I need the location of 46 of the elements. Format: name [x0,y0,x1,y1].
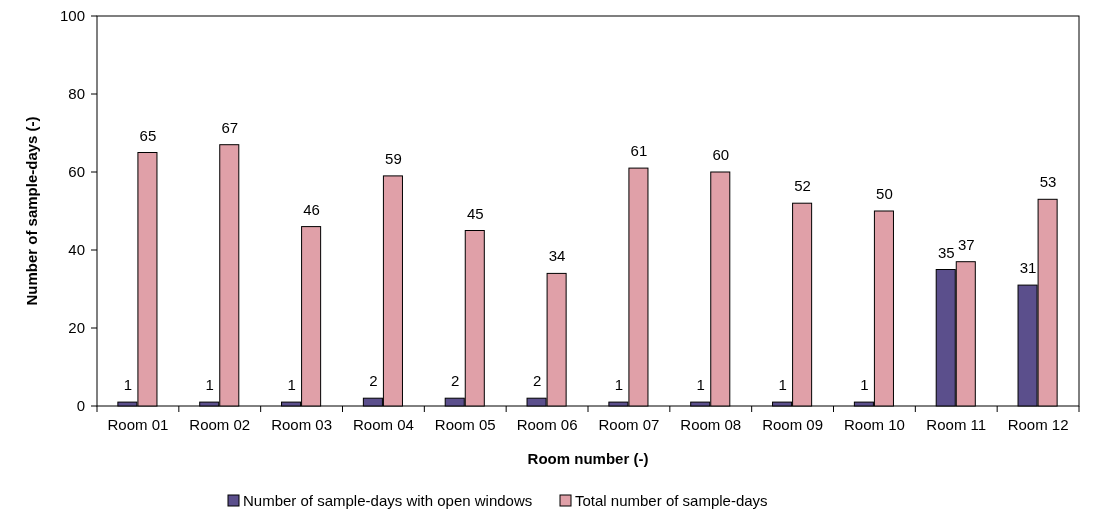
data-label: 31 [1019,259,1037,277]
x-tick-label: Room 07 [598,416,660,433]
legend-label: Total number of sample-days [575,492,768,509]
data-label: 1 [205,376,214,394]
x-tick-label: Room 06 [516,416,578,433]
data-label: 35 [937,243,955,261]
data-label: 1 [123,376,133,394]
data-label: 1 [614,376,624,394]
data-label: 2 [369,372,378,390]
y-axis-title: Number of sample-days (-) [23,116,40,306]
data-label: 2 [451,372,460,390]
data-label: 67 [221,118,239,136]
x-tick-label: Room 10 [843,416,905,433]
data-label: 1 [778,376,787,394]
data-label: 65 [139,126,157,144]
x-tick-label: Room 12 [1007,416,1069,433]
x-tick-label: Room 03 [271,416,333,433]
data-label: 53 [1039,173,1057,191]
data-label: 52 [794,177,811,195]
x-axis-title: Room number (-) [527,450,649,467]
data-label: 1 [696,376,705,394]
legend-label: Number of sample-days with open windows [243,492,533,509]
x-tick-label: Room 08 [680,416,742,433]
data-label: 37 [957,235,975,253]
data-label: 1 [287,376,296,394]
data-label: 45 [466,204,484,222]
data-label: 46 [303,200,320,218]
y-tick-label: 60 [68,163,85,181]
data-label: 1 [860,376,869,394]
data-label: 59 [385,149,402,167]
x-tick-label: Room 01 [107,416,169,433]
data-label: 61 [630,142,648,160]
x-tick-label: Room 04 [352,416,414,433]
y-tick-label: 20 [68,319,85,337]
data-label: 50 [876,185,893,202]
x-tick-label: Room 05 [434,416,496,433]
y-tick-label: 100 [59,7,85,25]
x-tick-label: Room 11 [926,416,987,433]
x-tick-label: Room 09 [762,416,824,433]
x-tick-label: Room 02 [189,416,251,433]
data-label: 60 [712,146,730,163]
data-label: 34 [548,247,566,265]
y-tick-label: 40 [68,241,85,259]
data-label: 2 [532,372,542,390]
y-tick-label: 0 [76,397,85,415]
y-tick-label: 80 [68,85,85,103]
